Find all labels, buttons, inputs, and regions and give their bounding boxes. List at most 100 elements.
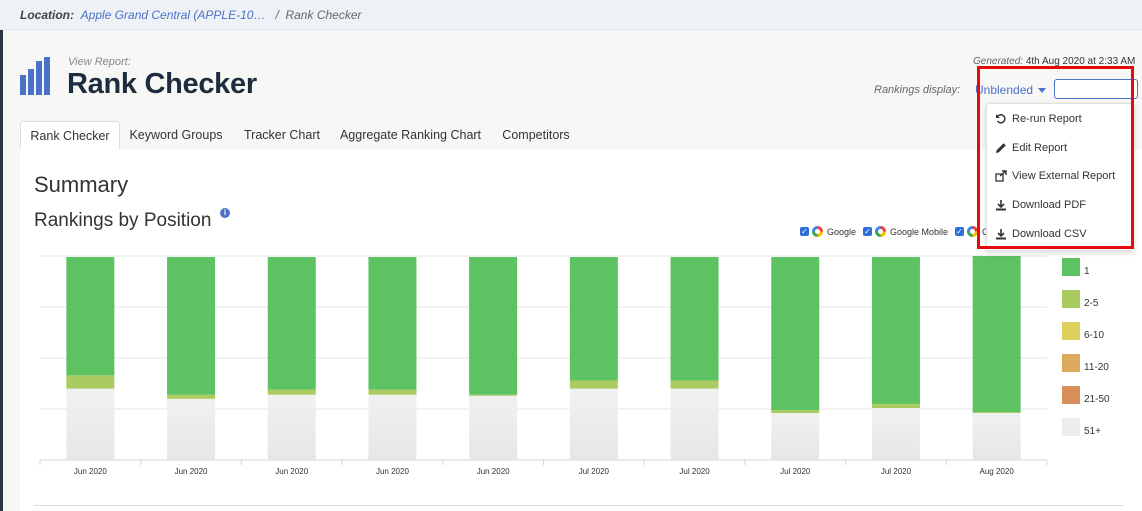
x-tick-label: Jul 2020: [780, 467, 811, 476]
breadcrumb-label: Location:: [20, 8, 74, 22]
bar-segment-51plus: [66, 388, 115, 460]
page-title: Rank Checker: [67, 68, 257, 100]
section-divider: [34, 505, 1124, 506]
view-report-label: View Report:: [68, 56, 131, 68]
legend-label: 1: [1084, 266, 1090, 277]
bar-segment-51plus: [972, 413, 1021, 460]
chevron-down-icon: [1038, 88, 1047, 94]
generated-stamp: Generated: 4th Aug 2020 at 2:33 AM: [973, 56, 1135, 67]
legend-swatch: [1062, 258, 1080, 276]
report-actions-menu: Re-run Report Edit Report View External …: [986, 103, 1134, 251]
legend-label: 51+: [1084, 426, 1101, 437]
legend-swatch: [1062, 386, 1080, 404]
bar-segment-1: [972, 256, 1021, 413]
bar-segment-1: [771, 257, 820, 411]
tab-aggregate-ranking-chart[interactable]: Aggregate Ranking Chart: [339, 128, 482, 142]
tab-competitors[interactable]: Competitors: [502, 128, 570, 142]
engine-toggle-google-local[interactable]: ✓ G: [955, 226, 989, 237]
bar-segment-1: [469, 257, 518, 395]
bar-chart-logo-icon: [20, 57, 50, 95]
breadcrumb-separator: /: [275, 8, 279, 22]
x-tick-label: Jul 2020: [881, 467, 912, 476]
engine-label: Google Mobile: [890, 226, 949, 237]
x-tick-label: Jul 2020: [679, 467, 710, 476]
legend-swatch: [1062, 418, 1080, 436]
menu-item-view-external-report[interactable]: View External Report: [987, 162, 1133, 190]
menu-item-label: Re-run Report: [1012, 113, 1082, 125]
bar-segment-1: [670, 257, 719, 381]
bar-segment-51plus: [771, 413, 820, 460]
download-icon: [996, 229, 1006, 240]
legend-swatch: [1062, 354, 1080, 372]
tab-keyword-groups[interactable]: Keyword Groups: [129, 128, 223, 142]
x-tick-label: Jul 2020: [579, 467, 610, 476]
bar-segment-51plus: [368, 394, 417, 460]
rankings-display-dropdown[interactable]: Unblended: [975, 83, 1047, 97]
download-icon: [996, 200, 1006, 211]
rankings-display-label: Rankings display:: [874, 84, 961, 96]
legend-label: 11-20: [1084, 362, 1109, 373]
google-icon: [875, 226, 886, 237]
engine-label: Google: [827, 226, 857, 237]
generated-value: 4th Aug 2020 at 2:33 AM: [1025, 56, 1136, 67]
generated-label: Generated:: [973, 56, 1024, 67]
bar-segment-51plus: [569, 388, 618, 460]
menu-item-edit-report[interactable]: Edit Report: [987, 134, 1133, 162]
checkbox-checked-icon: ✓: [800, 227, 809, 236]
bar-segment-2-5: [670, 380, 719, 389]
tab-tracker-chart[interactable]: Tracker Chart: [244, 128, 320, 142]
menu-item-download-csv[interactable]: Download CSV: [987, 220, 1133, 248]
tab-rank-checker[interactable]: Rank Checker: [20, 121, 120, 151]
breadcrumb-current: Rank Checker: [285, 8, 362, 22]
rankings-display-value: Unblended: [975, 83, 1034, 97]
undo-icon: [996, 114, 1006, 124]
google-icon: [812, 226, 823, 237]
legend-swatch: [1062, 322, 1080, 340]
legend-label: 6-10: [1084, 330, 1105, 341]
bar-segment-2-5: [972, 412, 1021, 414]
menu-item-rerun-report[interactable]: Re-run Report: [987, 105, 1133, 133]
info-icon[interactable]: i: [220, 208, 230, 218]
options-button[interactable]: [1054, 79, 1138, 99]
sidebar-edge: [0, 30, 3, 511]
bar-segment-1: [569, 257, 618, 381]
checkbox-checked-icon: ✓: [863, 227, 872, 236]
menu-item-label: Download CSV: [1012, 228, 1087, 240]
bar-segment-2-5: [167, 394, 216, 399]
engine-toggle-google[interactable]: ✓ Google: [800, 226, 856, 237]
summary-heading: Summary: [34, 172, 129, 197]
x-tick-label: Jun 2020: [376, 467, 409, 476]
x-tick-label: Jun 2020: [175, 467, 208, 476]
bar-segment-51plus: [670, 388, 719, 460]
bar-segment-1: [368, 257, 417, 390]
bar-segment-51plus: [871, 407, 920, 460]
legend-label: 2-5: [1084, 298, 1099, 309]
menu-item-label: Download PDF: [1012, 199, 1086, 211]
menu-item-label: View External Report: [1012, 170, 1116, 182]
checkbox-checked-icon: ✓: [955, 227, 964, 236]
menu-item-label: Edit Report: [1012, 142, 1068, 154]
x-tick-label: Jun 2020: [74, 467, 107, 476]
google-icon: [967, 226, 978, 237]
breadcrumb-location-link[interactable]: Apple Grand Central (APPLE-10…: [80, 8, 266, 22]
bar-segment-1: [66, 257, 115, 376]
x-tick-label: Aug 2020: [980, 467, 1015, 476]
bar-segment-1: [267, 257, 316, 390]
bar-segment-2-5: [771, 410, 820, 414]
engine-toggle-google-mobile[interactable]: ✓ Google Mobile: [863, 226, 948, 237]
bar-segment-2-5: [66, 375, 115, 389]
bar-segment-2-5: [569, 380, 618, 389]
bar-segment-2-5: [368, 389, 417, 395]
bar-segment-2-5: [871, 403, 920, 408]
bar-segment-1: [871, 257, 920, 404]
external-link-icon: [995, 170, 1007, 182]
engine-label: G: [982, 227, 989, 237]
bar-segment-1: [167, 257, 216, 395]
legend-label: 21-50: [1084, 394, 1110, 405]
bar-segment-2-5: [469, 394, 518, 396]
menu-item-download-pdf[interactable]: Download PDF: [987, 191, 1133, 219]
pencil-icon: [996, 143, 1006, 153]
bar-segment-51plus: [167, 398, 216, 460]
x-tick-label: Jun 2020: [275, 467, 308, 476]
